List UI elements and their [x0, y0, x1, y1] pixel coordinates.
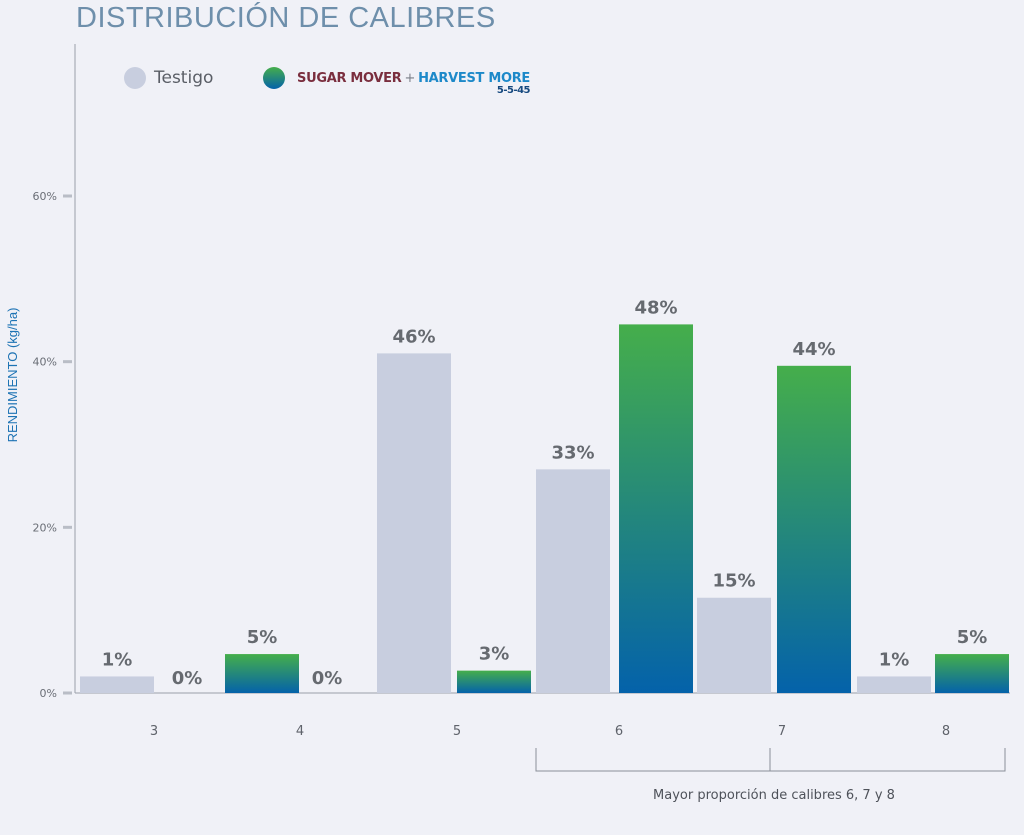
x-tick-label: 7: [778, 724, 786, 739]
y-tick-label: 0%: [40, 687, 57, 700]
y-tick-label: 40%: [33, 356, 57, 369]
x-tick-label: 5: [453, 724, 461, 739]
annotation-bracket: [535, 748, 1006, 772]
y-axis-label: RENDIMIENTO (kg/ha): [5, 308, 20, 443]
chart-title: DISTRIBUCIÓN DE CALIBRES: [76, 2, 496, 34]
legend-item-testigo: Testigo: [124, 66, 213, 90]
brand-harvest-more: HARVEST MORE: [418, 70, 531, 86]
data-label: 3%: [479, 644, 510, 665]
data-label: 5%: [247, 627, 278, 648]
bar-testigo: [857, 676, 931, 693]
bar-treatment: [619, 324, 693, 693]
brand-logo: SUGAR MOVER + HARVEST MORE 5-5-45: [297, 70, 531, 96]
data-label: 5%: [957, 627, 988, 648]
x-tick-label: 8: [942, 724, 950, 739]
data-label: 1%: [102, 649, 133, 670]
data-label: 33%: [551, 442, 594, 463]
x-tick-label: 6: [615, 724, 623, 739]
bar-testigo: [377, 353, 451, 693]
bar-treatment: [935, 654, 1009, 693]
x-tick-label: 4: [296, 724, 304, 739]
bar-treatment: [777, 365, 851, 693]
bar-treatment: [457, 670, 531, 693]
bar-testigo: [697, 597, 771, 693]
bar-treatment: [225, 654, 299, 693]
legend-swatch-testigo: [124, 67, 146, 89]
brand-sugar-mover: SUGAR MOVER: [297, 70, 402, 86]
x-tick-label: 3: [150, 724, 158, 739]
data-label: 1%: [879, 649, 910, 670]
bar-testigo: [536, 469, 610, 693]
data-label: 46%: [392, 326, 435, 347]
bar-testigo: [80, 676, 154, 693]
data-label: 0%: [312, 668, 343, 689]
y-tick-label: 20%: [33, 521, 57, 534]
data-label: 15%: [712, 571, 755, 592]
y-tick-label: 60%: [33, 190, 57, 203]
brand-plus: +: [404, 70, 416, 86]
legend-label-testigo: Testigo: [154, 68, 214, 88]
brand-formula: 5-5-45: [496, 84, 531, 96]
annotation-text: Mayor proporción de calibres 6, 7 y 8: [653, 788, 895, 803]
legend-swatch-treatment: [263, 67, 285, 89]
legend-item-treatment: SUGAR MOVER + HARVEST MORE 5-5-45: [263, 66, 531, 96]
data-label: 44%: [792, 339, 835, 360]
data-label: 0%: [172, 668, 203, 689]
data-label: 48%: [634, 297, 677, 318]
